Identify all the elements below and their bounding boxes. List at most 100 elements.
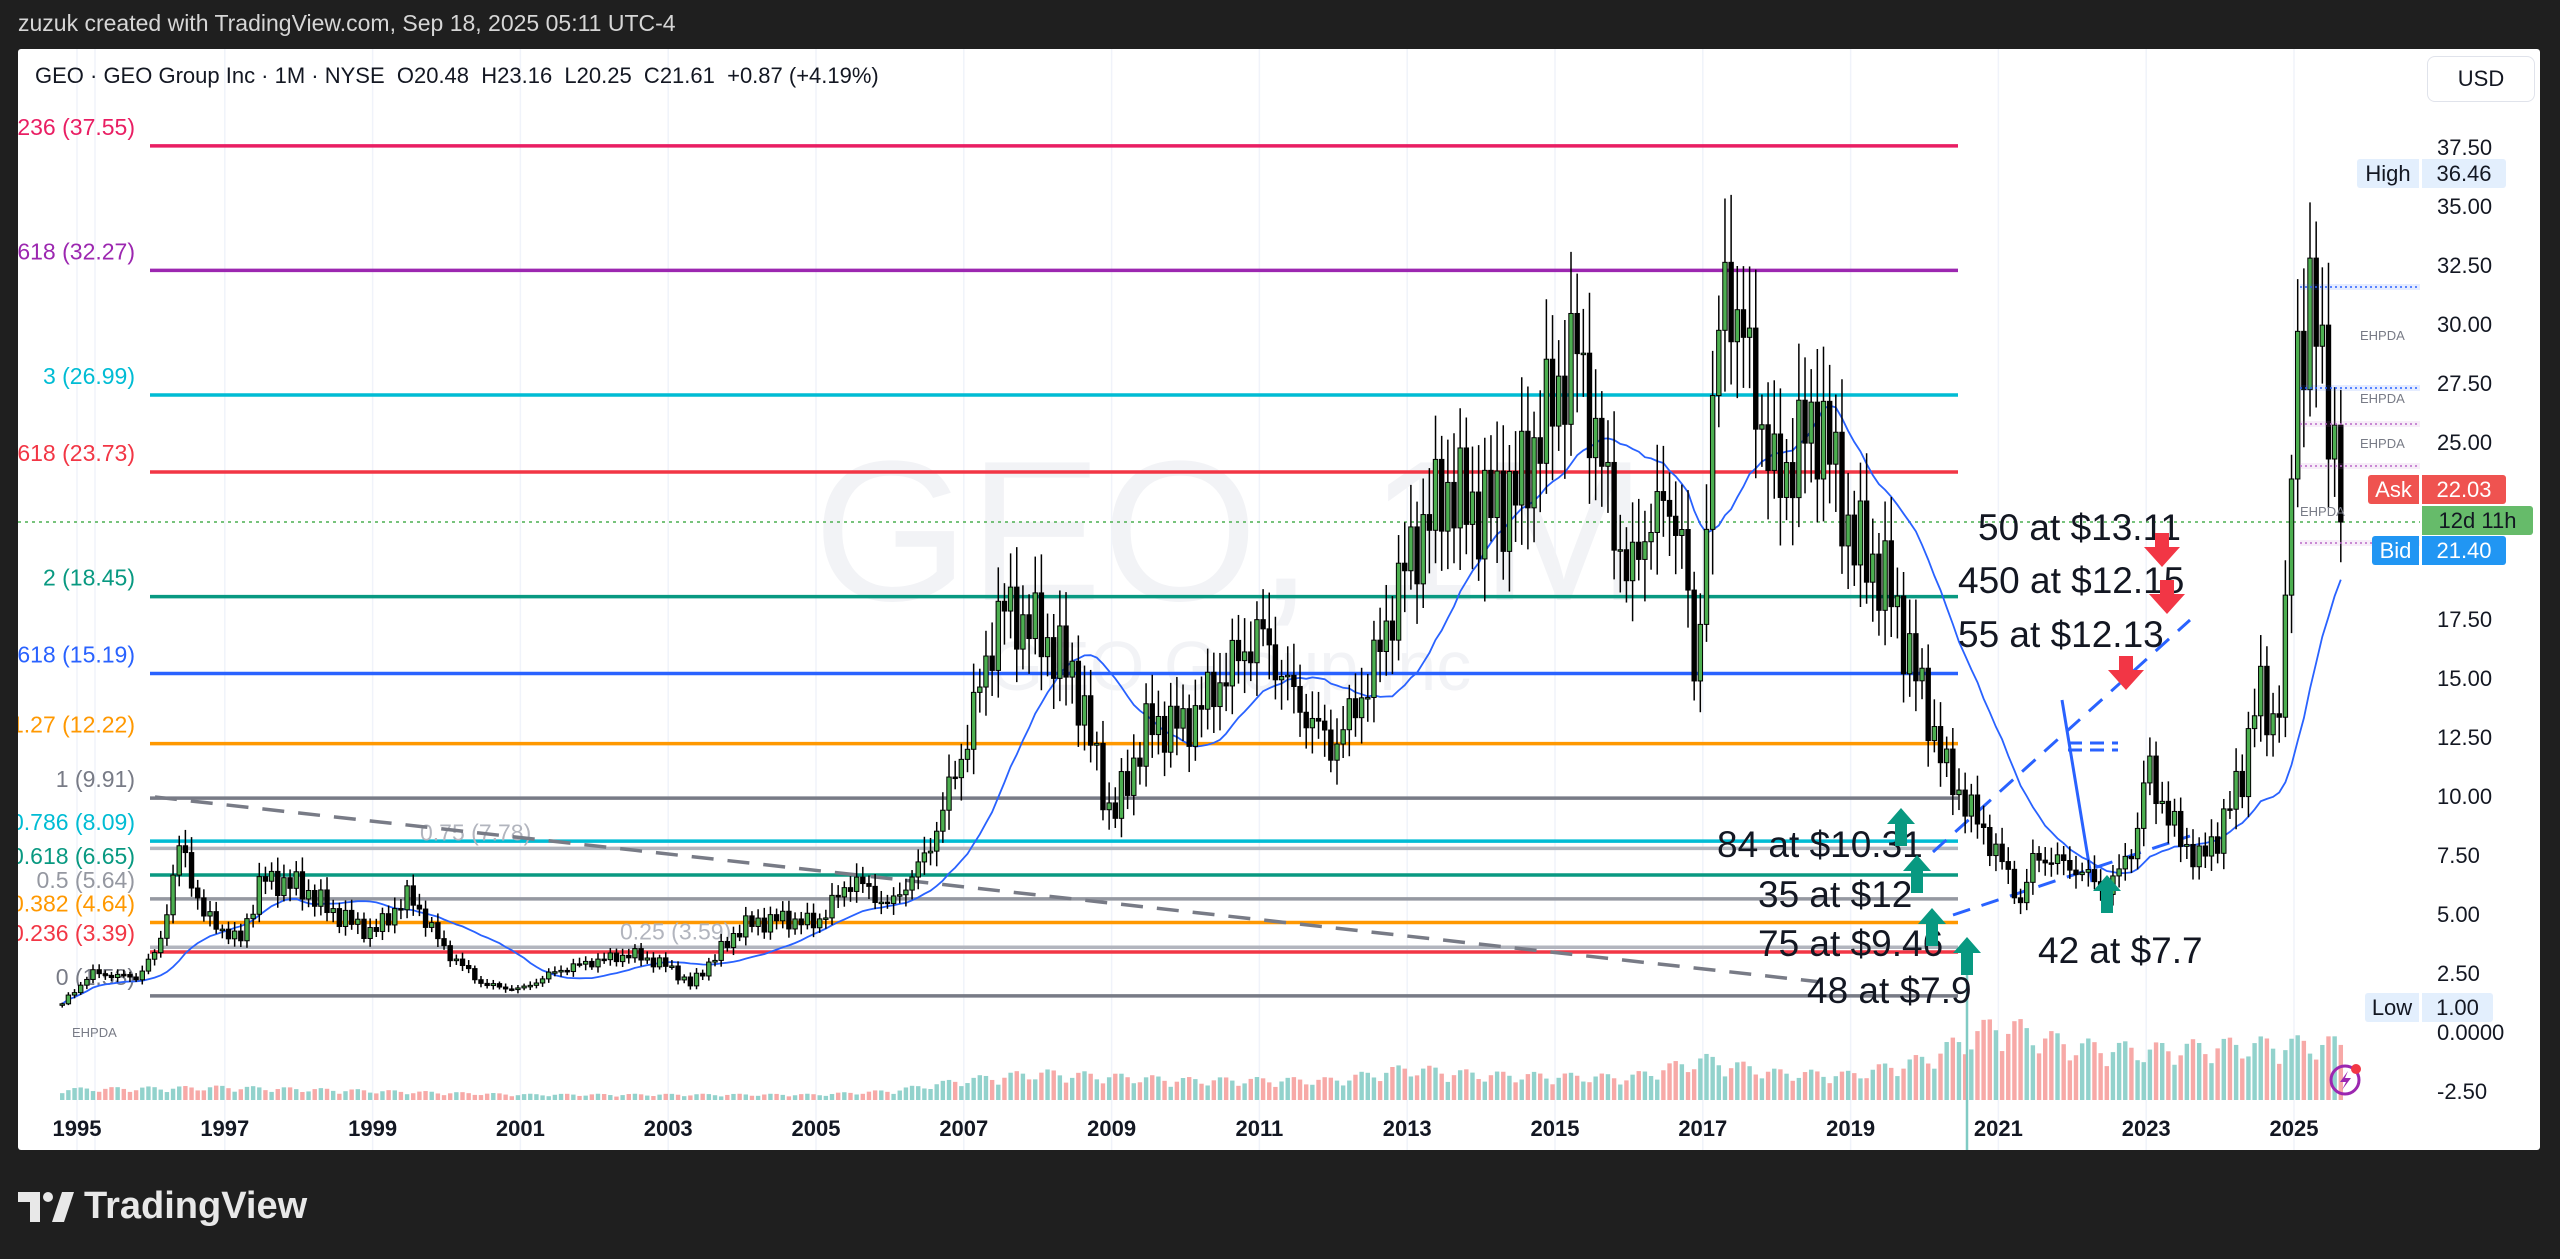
grid [76,49,2295,1150]
candle-up [964,748,971,760]
sell-arrow-icon [2149,580,2185,614]
candle-up [1820,400,1827,480]
volume-bar [1568,1072,1574,1100]
volume-bar [1051,1070,1056,1100]
volume-bar [306,1091,311,1100]
candle-up [1617,549,1623,552]
volume-bar [1316,1079,1321,1100]
volume-bar [1476,1079,1481,1100]
candle-down [2073,869,2079,876]
price-axis-label: 17.50 [2437,607,2492,632]
candle-up [1094,742,1100,746]
candle-up [897,894,903,897]
candle-up [2233,770,2239,810]
candle-up [558,969,564,973]
volume-bar [645,1095,650,1100]
volume-bar [571,1094,576,1100]
tradingview-logo[interactable]: TradingView [18,1185,307,1228]
volume-bar [1550,1084,1555,1100]
candle-up [823,917,829,920]
volume-bar [1999,1051,2005,1100]
annotations: 50 at $13.11 450 at $12.15 55 at $12.13 84 … [1717,507,2203,1011]
volume-bar [952,1081,958,1100]
volume-bar [466,1093,471,1100]
volume-bar [755,1095,761,1100]
volume-bar [1408,1076,1414,1100]
volume-bar [2332,1036,2337,1100]
candle-down [441,938,447,947]
candle-down [1999,843,2005,863]
candle-down [638,948,644,961]
volume-bar [263,1090,268,1100]
trendline-gray-dashed [154,795,1822,984]
volume-bar [226,1088,231,1100]
time-axis-label: 2017 [1678,1116,1727,1141]
candle-up [490,983,497,987]
volume-bar [1445,1081,1451,1100]
candle-down [459,958,466,967]
volume-bar [2295,1035,2300,1100]
candle-up [268,870,275,882]
time-axis-label: 2011 [1236,1116,1284,1141]
volume-bar [140,1087,145,1100]
volume-bar [417,1091,422,1100]
price-axis-label: 15.00 [2437,666,2492,691]
candle-up [570,963,577,973]
price-axis-label: 27.50 [2437,371,2492,396]
volume-bar [2030,1045,2036,1100]
volume-bar [2196,1043,2202,1100]
volume-bar [1661,1070,1666,1100]
volume-bar [1045,1069,1050,1100]
volume-bar [1131,1083,1136,1100]
volume-bar [349,1089,354,1100]
candle-up [1365,697,1371,700]
volume-bar [638,1094,644,1100]
candle-up [2331,424,2338,460]
fib-level-label: 0.382 (4.64) [11,890,135,916]
volume-bar [737,1093,742,1100]
candle-down [287,877,293,889]
candle-down [1038,592,1045,658]
volume-bar [207,1087,213,1100]
volume-bar [786,1096,792,1100]
candle-down [1075,660,1082,726]
candle-up [2079,871,2085,876]
volume-bar [1156,1076,1161,1100]
candle-up [619,954,626,963]
candle-up [527,984,533,988]
volume-bar [2283,1050,2288,1100]
candle-down [736,933,743,938]
volume-bar [1802,1072,1808,1100]
candle-up [330,908,336,914]
candle-up [2024,881,2030,904]
volume-bar [232,1091,237,1100]
alert-icon[interactable] [2329,1064,2361,1096]
sell-arrow-icon [2108,656,2144,690]
candle-up [1919,667,1925,682]
volume-bar [688,1095,693,1100]
candle-down [773,914,780,922]
chart-panel[interactable] [18,49,2540,1150]
volume-bar [2289,1038,2294,1100]
volume-bar [324,1088,330,1100]
candle-down [810,912,817,929]
candle-down [127,974,133,978]
candle-up [977,686,983,693]
candle-up [1956,789,1962,796]
candle-up [1217,682,1223,708]
volume-bar [1057,1075,1063,1100]
volume-bar [608,1095,613,1100]
candle-down [2005,861,2011,870]
volume-bar [1784,1073,1789,1100]
volume-bar [872,1090,878,1100]
candle-down [1186,708,1192,747]
volume-bar [1162,1080,1167,1100]
candle-up [1519,430,1525,506]
candle-down [1124,771,1131,796]
volume-bar [78,1087,83,1100]
candles [59,194,2344,1008]
currency-button[interactable]: USD [2427,56,2535,102]
volume-bar [2190,1039,2196,1100]
candle-up [552,971,558,974]
